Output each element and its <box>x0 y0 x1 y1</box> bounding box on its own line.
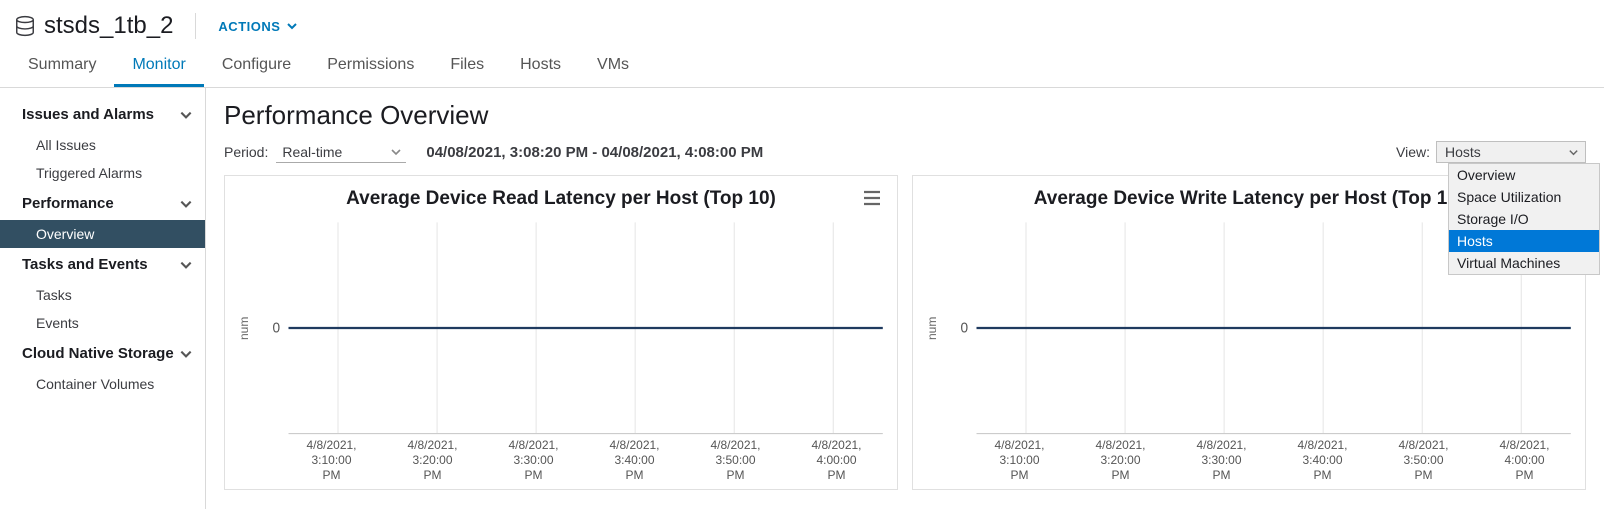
x-tick: 4/8/2021, 3:30:00 PM <box>1171 438 1272 483</box>
view-dropdown[interactable]: OverviewSpace UtilizationStorage I/OHost… <box>1448 163 1600 275</box>
sidebar-item[interactable]: Triggered Alarms <box>0 159 205 187</box>
charts-row: Average Device Read Latency per Host (To… <box>224 175 1586 490</box>
sidebar-group[interactable]: Issues and Alarms <box>0 98 205 131</box>
period-value: Real-time <box>282 144 342 160</box>
sidebar-group-label: Performance <box>22 195 114 212</box>
x-tick: 4/8/2021, 3:30:00 PM <box>483 438 584 483</box>
tab-files[interactable]: Files <box>432 48 502 87</box>
tabs: SummaryMonitorConfigurePermissionsFilesH… <box>0 48 1604 88</box>
sidebar-group[interactable]: Cloud Native Storage <box>0 337 205 370</box>
period-select[interactable]: Real-time <box>276 142 406 163</box>
x-tick: 4/8/2021, 3:10:00 PM <box>969 438 1070 483</box>
tab-permissions[interactable]: Permissions <box>309 48 432 87</box>
sidebar-item[interactable]: All Issues <box>0 131 205 159</box>
x-tick: 4/8/2021, 3:20:00 PM <box>1070 438 1171 483</box>
x-tick: 4/8/2021, 4:00:00 PM <box>1474 438 1575 483</box>
datastore-icon <box>14 15 36 37</box>
content: Performance Overview Period: Real-time 0… <box>206 88 1604 509</box>
svg-text:0: 0 <box>961 319 969 335</box>
x-tick: 4/8/2021, 3:50:00 PM <box>1373 438 1474 483</box>
dropdown-option[interactable]: Overview <box>1449 164 1599 186</box>
chart-title: Average Device Read Latency per Host (To… <box>346 188 776 210</box>
dropdown-option[interactable]: Space Utilization <box>1449 186 1599 208</box>
sidebar: Issues and Alarms All IssuesTriggered Ala… <box>0 88 206 509</box>
page-title: Performance Overview <box>224 100 1586 131</box>
chevron-down-icon <box>179 197 193 211</box>
view-label: View: <box>1396 144 1430 160</box>
view-select[interactable]: Hosts <box>1436 141 1586 163</box>
x-tick: 4/8/2021, 3:40:00 PM <box>584 438 685 483</box>
x-tick: 4/8/2021, 3:10:00 PM <box>281 438 382 483</box>
tab-hosts[interactable]: Hosts <box>502 48 579 87</box>
sidebar-group-label: Issues and Alarms <box>22 106 154 123</box>
tab-monitor[interactable]: Monitor <box>114 48 203 87</box>
chart-menu-icon[interactable] <box>863 190 881 209</box>
x-axis-ticks: 4/8/2021, 3:10:00 PM4/8/2021, 3:20:00 PM… <box>969 438 1575 483</box>
chevron-down-icon <box>179 258 193 272</box>
dropdown-option[interactable]: Virtual Machines <box>1449 252 1599 274</box>
chevron-down-icon <box>179 108 193 122</box>
sidebar-group-label: Cloud Native Storage <box>22 345 174 362</box>
chevron-down-icon <box>179 347 193 361</box>
object-title: stsds_1tb_2 <box>44 12 173 40</box>
sidebar-item[interactable]: Tasks <box>0 281 205 309</box>
chevron-down-icon <box>286 20 298 32</box>
actions-label: ACTIONS <box>218 19 280 34</box>
dropdown-option[interactable]: Storage I/O <box>1449 208 1599 230</box>
sidebar-group[interactable]: Performance <box>0 187 205 220</box>
header: stsds_1tb_2 ACTIONS <box>0 0 1604 48</box>
tab-configure[interactable]: Configure <box>204 48 309 87</box>
sidebar-group[interactable]: Tasks and Events <box>0 248 205 281</box>
x-tick: 4/8/2021, 4:00:00 PM <box>786 438 887 483</box>
body: Issues and Alarms All IssuesTriggered Ala… <box>0 88 1604 509</box>
y-axis-label: num <box>923 218 941 438</box>
tab-summary[interactable]: Summary <box>10 48 114 87</box>
actions-menu-button[interactable]: ACTIONS <box>218 19 298 34</box>
controls-row: Period: Real-time 04/08/2021, 3:08:20 PM… <box>224 141 1586 163</box>
chart-panel: Average Device Read Latency per Host (To… <box>224 175 898 490</box>
sidebar-item[interactable]: Events <box>0 309 205 337</box>
x-tick: 4/8/2021, 3:50:00 PM <box>685 438 786 483</box>
x-tick: 4/8/2021, 3:20:00 PM <box>382 438 483 483</box>
tab-vms[interactable]: VMs <box>579 48 647 87</box>
chart-plot: 0 <box>257 218 887 438</box>
chart-title: Average Device Write Latency per Host (T… <box>1034 188 1464 210</box>
sidebar-item[interactable]: Overview <box>0 220 205 248</box>
separator <box>195 13 196 39</box>
x-axis-ticks: 4/8/2021, 3:10:00 PM4/8/2021, 3:20:00 PM… <box>281 438 887 483</box>
sidebar-group-label: Tasks and Events <box>22 256 148 273</box>
svg-text:0: 0 <box>273 319 281 335</box>
period-label: Period: <box>224 144 268 160</box>
time-range: 04/08/2021, 3:08:20 PM - 04/08/2021, 4:0… <box>426 144 763 161</box>
y-axis-label: num <box>235 218 253 438</box>
view-value: Hosts <box>1445 144 1481 160</box>
sidebar-item[interactable]: Container Volumes <box>0 370 205 398</box>
dropdown-option[interactable]: Hosts <box>1449 230 1599 252</box>
x-tick: 4/8/2021, 3:40:00 PM <box>1272 438 1373 483</box>
chevron-down-icon <box>1568 147 1579 158</box>
chevron-down-icon <box>390 146 402 158</box>
